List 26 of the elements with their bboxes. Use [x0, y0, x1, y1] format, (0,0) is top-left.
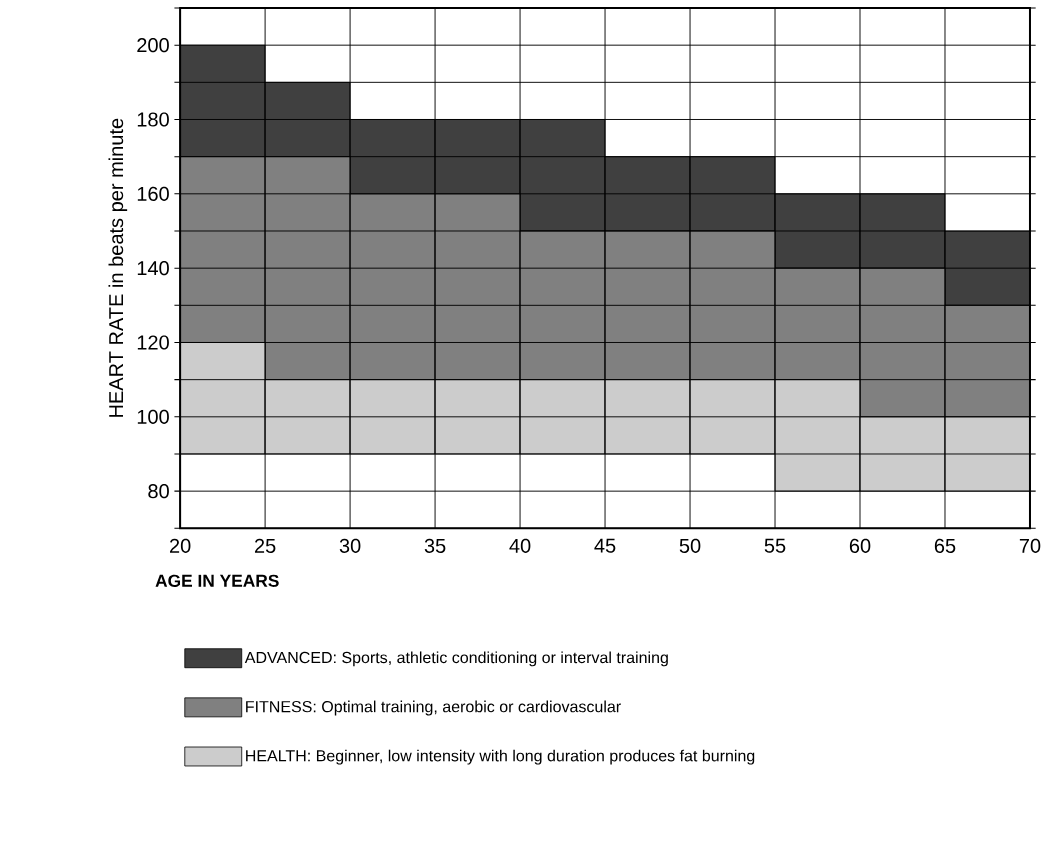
y-tick-label: 140: [137, 260, 169, 276]
y-tick-label: 180: [137, 112, 169, 127]
x-tick-label: 35: [424, 538, 446, 553]
x-tick-label: 40: [509, 538, 531, 553]
y-axis-title: HEART RATE in beats per minute: [108, 118, 128, 417]
y-tick-label: 120: [137, 335, 169, 350]
x-axis-title: AGE IN YEARS: [155, 574, 279, 587]
bar: [519, 119, 606, 232]
x-tick-label: 55: [764, 538, 786, 553]
x-tick-label: 65: [934, 538, 956, 553]
bar: [689, 156, 776, 232]
x-tick-label: 20: [169, 538, 191, 553]
y-tick-label: 200: [137, 37, 169, 53]
x-tick-label: 50: [679, 538, 701, 553]
legend-label: ADVANCED: Sports, athletic conditioning or interval training: [244, 651, 668, 667]
x-tick-label: 60: [849, 538, 871, 553]
x-tick-label: 70: [1019, 538, 1041, 553]
bar: [604, 156, 691, 232]
x-tick-label: 45: [594, 538, 616, 553]
y-tick-label: 160: [137, 186, 169, 201]
x-tick-label: 30: [339, 538, 361, 553]
legend-label: HEALTH: Beginner, low intensity with long duration produces fat burning: [246, 749, 755, 765]
y-tick-label: 100: [137, 409, 169, 424]
x-tick-label: 25: [254, 538, 276, 553]
legend-label: FITNESS: Optimal training, aerobic or cardiovascular: [246, 700, 621, 716]
y-tick-label: 80: [148, 483, 169, 499]
